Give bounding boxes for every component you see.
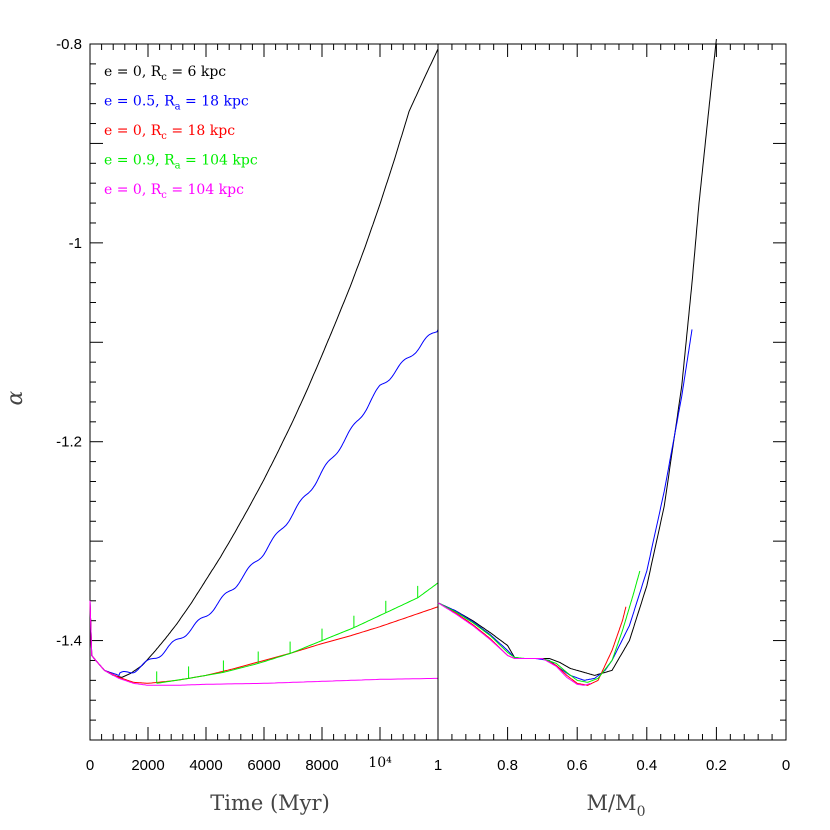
x-tick-label: 2000 xyxy=(131,757,164,774)
y-tick-label: -1.4 xyxy=(56,633,82,650)
x-tick-label: 0.8 xyxy=(497,757,518,774)
right-plot-frame xyxy=(437,43,787,741)
legend-entry: e = 0.9, Ra = 104 kpc xyxy=(104,153,258,172)
legend-subscript: c xyxy=(161,72,167,83)
x-axis-label-main: M/M xyxy=(586,791,636,815)
series-line-time-4 xyxy=(89,600,438,686)
legend-text-tail: = 18 kpc xyxy=(167,123,235,139)
legend-entry: e = 0, Rc = 104 kpc xyxy=(104,182,244,201)
x-tick-label: 6000 xyxy=(247,757,280,774)
mass-fraction-panel: 1 0.8 0.6 0.4 0.2 0M/M0 xyxy=(434,38,790,820)
x-tick-label: 0.4 xyxy=(636,757,657,774)
x-tick-label: 0 xyxy=(86,757,94,774)
x-tick-label: 1 xyxy=(434,757,442,774)
x-axis-label-time: Time (Myr) xyxy=(210,791,330,815)
legend-entry: e = 0.5, Ra = 18 kpc xyxy=(104,94,249,113)
legend-subscript: c xyxy=(161,190,167,201)
legend-text: e = 0.9, R xyxy=(104,153,175,169)
legend-text: e = 0, R xyxy=(104,64,162,80)
y-tick-label: -1.2 xyxy=(56,434,82,451)
y-axis-label-alpha: α xyxy=(3,390,28,405)
x-axis-label-subscript: 0 xyxy=(637,804,646,820)
series-line-time-3 xyxy=(156,582,439,684)
x-tick-label: 0.2 xyxy=(706,757,727,774)
x-axis-label-mass-fraction: M/M0 xyxy=(586,791,645,820)
legend-text: e = 0, R xyxy=(104,123,162,139)
legend-subscript: c xyxy=(161,131,167,142)
time-panel: -1.4 -1.2 -1 -0.8 0 2000 4000 6000 8000 10⁴ Time (… xyxy=(3,36,439,815)
x-tick-label: 8000 xyxy=(305,757,338,774)
series-line-time-0 xyxy=(89,48,439,678)
legend-text-tail: = 104 kpc xyxy=(167,182,244,198)
series-line-mass-0 xyxy=(437,38,717,676)
series-line-mass-3 xyxy=(437,570,641,683)
legend-text-tail: = 18 kpc xyxy=(181,94,249,110)
x-tick-label: 0 xyxy=(782,757,790,774)
legend-entry: e = 0, Rc = 18 kpc xyxy=(104,123,235,142)
legend-subscript: a xyxy=(175,102,181,113)
legend-text: e = 0, R xyxy=(104,182,162,198)
legend-text-tail: = 104 kpc xyxy=(181,153,258,169)
x-tick-label: 4000 xyxy=(189,757,222,774)
left-plot-frame xyxy=(89,43,439,741)
series-line-mass-1 xyxy=(437,329,693,681)
y-tick-label: -1 xyxy=(69,235,82,252)
legend-text-tail: = 6 kpc xyxy=(167,64,226,80)
series-line-mass-2 xyxy=(437,602,627,686)
legend-text: e = 0.5, R xyxy=(104,94,175,110)
legend-subscript: a xyxy=(175,161,181,172)
y-tick-label: -0.8 xyxy=(56,36,82,53)
legend-entry: e = 0, Rc = 6 kpc xyxy=(104,64,226,83)
series-line-time-1 xyxy=(89,329,439,677)
x-tick-label: 0.6 xyxy=(567,757,588,774)
series-line-mass-4 xyxy=(437,602,592,686)
x-tick-label: 10⁴ xyxy=(368,755,392,771)
